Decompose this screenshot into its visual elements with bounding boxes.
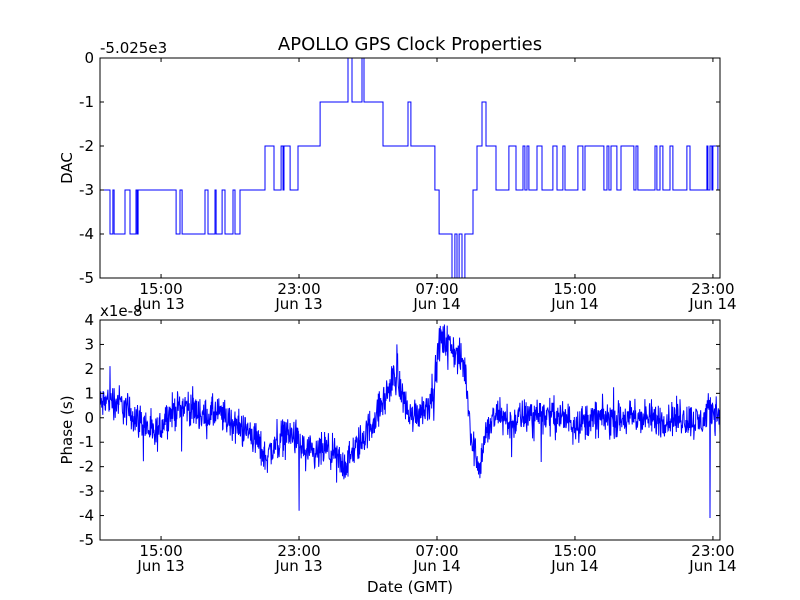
dac-series-line (100, 58, 720, 278)
x-tick-label-date: Jun 13 (136, 557, 184, 575)
chart-title: APOLLO GPS Clock Properties (278, 34, 542, 55)
x-tick-label-date: Jun 14 (688, 557, 736, 575)
y-tick-label: 1 (84, 384, 94, 402)
x-tick-label-time: 07:00 (415, 542, 458, 560)
y-tick-label: -1 (79, 433, 94, 451)
x-tick-label-time: 07:00 (415, 280, 458, 298)
x-tick-label-time: 23:00 (277, 542, 320, 560)
phase-axes-frame (99, 319, 721, 541)
x-tick-label-date: Jun 14 (412, 557, 460, 575)
x-tick-label-time: 15:00 (553, 280, 596, 298)
x-tick-label-time: 15:00 (553, 542, 596, 560)
y-tick-label: 4 (84, 311, 94, 329)
y-tick-label: 0 (84, 409, 94, 427)
y-tick-label: 0 (84, 49, 94, 67)
x-tick-label-time: 23:00 (691, 280, 734, 298)
x-tick-label-time: 23:00 (277, 280, 320, 298)
x-tick-label-date: Jun 14 (550, 295, 598, 313)
y-tick-label: -4 (79, 507, 94, 525)
phase-y-axis-label: Phase (s) (58, 395, 76, 464)
y-tick-label: -3 (79, 181, 94, 199)
x-tick-label-date: Jun 14 (412, 295, 460, 313)
x-tick-label-date: Jun 13 (136, 295, 184, 313)
y-tick-label: -2 (79, 458, 94, 476)
x-tick-label-date: Jun 13 (274, 557, 322, 575)
x-tick-label-time: 15:00 (139, 280, 182, 298)
phase-offset-label: x1e-8 (100, 302, 143, 320)
dac-axes-frame (99, 57, 721, 279)
y-tick-label: -1 (79, 93, 94, 111)
y-tick-label: -2 (79, 137, 94, 155)
x-tick-label-time: 15:00 (139, 542, 182, 560)
x-tick-label-date: Jun 14 (550, 557, 598, 575)
x-tick-label-date: Jun 13 (274, 295, 322, 313)
y-tick-label: -4 (79, 225, 94, 243)
y-tick-label: -5 (79, 531, 94, 549)
phase-series-line (100, 324, 720, 519)
dac-y-axis-label: DAC (58, 152, 76, 184)
x-tick-label-time: 23:00 (691, 542, 734, 560)
x-tick-label-date: Jun 14 (688, 295, 736, 313)
dac-offset-label: -5.025e3 (100, 39, 167, 57)
y-tick-label: 2 (84, 360, 94, 378)
y-tick-label: -5 (79, 269, 94, 287)
x-axis-label: Date (GMT) (367, 578, 453, 596)
y-tick-label: -3 (79, 482, 94, 500)
y-tick-label: 3 (84, 335, 94, 353)
